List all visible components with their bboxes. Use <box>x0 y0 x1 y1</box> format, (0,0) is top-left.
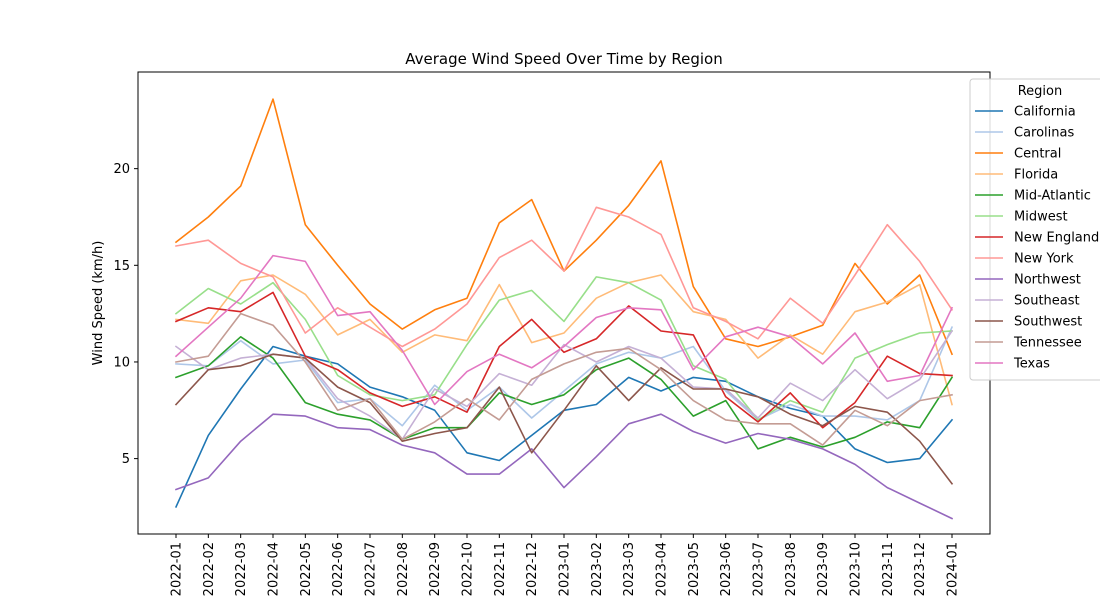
legend-label: Southeast <box>1014 294 1080 309</box>
x-tick-label: 2023-08 <box>784 542 799 596</box>
series-line-new-england <box>174 291 953 429</box>
legend-label: Northwest <box>1014 273 1081 288</box>
x-tick-label: 2022-06 <box>331 542 346 596</box>
x-tick-label: 2022-07 <box>364 542 379 596</box>
x-tick-label: 2022-02 <box>202 542 217 596</box>
x-tick-label: 2023-02 <box>590 542 605 596</box>
x-tick-label: 2023-12 <box>913 542 928 596</box>
x-tick-label: 2022-12 <box>525 542 540 596</box>
legend-label: Texas <box>1013 357 1050 372</box>
legend-label: Mid-Atlantic <box>1014 189 1091 204</box>
x-tick-label: 2023-11 <box>881 542 896 596</box>
x-tick-label: 2022-04 <box>267 542 282 596</box>
series-line-florida <box>175 274 953 406</box>
axes-layer: 5 10 15 20 2022-01 2022-02 2022-03 2022-04 2022-… <box>113 71 991 596</box>
legend-label: New York <box>1014 252 1074 267</box>
legend-label: Southwest <box>1014 315 1082 330</box>
y-tick-label: 10 <box>113 355 130 370</box>
series-line-mid-atlantic <box>174 335 954 450</box>
series-line-northwest <box>174 413 954 520</box>
x-tick-label: 2023-03 <box>622 542 637 596</box>
series-line-carolinas <box>175 326 954 427</box>
series-line-southwest <box>174 353 954 485</box>
legend: Region California Carolinas Central Florida M… <box>969 78 1100 381</box>
x-tick-label: 2022-01 <box>170 542 185 596</box>
series-line-new-york <box>175 206 954 348</box>
x-tick-label: 2022-03 <box>234 542 249 596</box>
x-tick-label: 2023-09 <box>816 542 831 596</box>
legend-label: Tennessee <box>1013 336 1082 351</box>
chart-title: Average Wind Speed Over Time by Region <box>405 50 722 68</box>
y-tick-label: 20 <box>113 162 130 177</box>
legend-label: Central <box>1014 147 1061 162</box>
series-line-tennessee <box>175 312 953 446</box>
x-tick-label: 2023-05 <box>687 542 702 596</box>
legend-label: New England <box>1014 231 1099 246</box>
legend-label: California <box>1014 105 1076 120</box>
x-tick-label: 2023-04 <box>655 542 670 596</box>
legend-label: Carolinas <box>1014 126 1074 141</box>
x-tick-label: 2023-10 <box>849 542 864 596</box>
x-tick-label: 2023-07 <box>752 542 767 596</box>
x-tick-label: 2022-11 <box>493 542 508 596</box>
series-line-midwest <box>174 276 953 421</box>
y-axis-label: Wind Speed (km/h) <box>91 241 106 366</box>
x-tick-label: 2022-05 <box>299 542 314 596</box>
legend-label: Florida <box>1014 168 1058 183</box>
legend-label: Midwest <box>1014 210 1068 225</box>
legend-title: Region <box>1018 84 1063 99</box>
y-tick-label: 5 <box>122 452 130 467</box>
legend-box <box>969 78 1100 381</box>
y-tick-label: 15 <box>113 259 130 274</box>
x-tick-label: 2022-10 <box>461 542 476 596</box>
x-tick-label: 2023-06 <box>719 542 734 596</box>
x-tick-label: 2022-08 <box>396 542 411 596</box>
series-line-texas <box>174 254 954 406</box>
x-tick-label: 2023-01 <box>558 542 573 596</box>
x-tick-label: 2022-09 <box>428 542 443 596</box>
series-layer <box>174 98 954 520</box>
x-tick-label: 2024-01 <box>946 542 961 596</box>
